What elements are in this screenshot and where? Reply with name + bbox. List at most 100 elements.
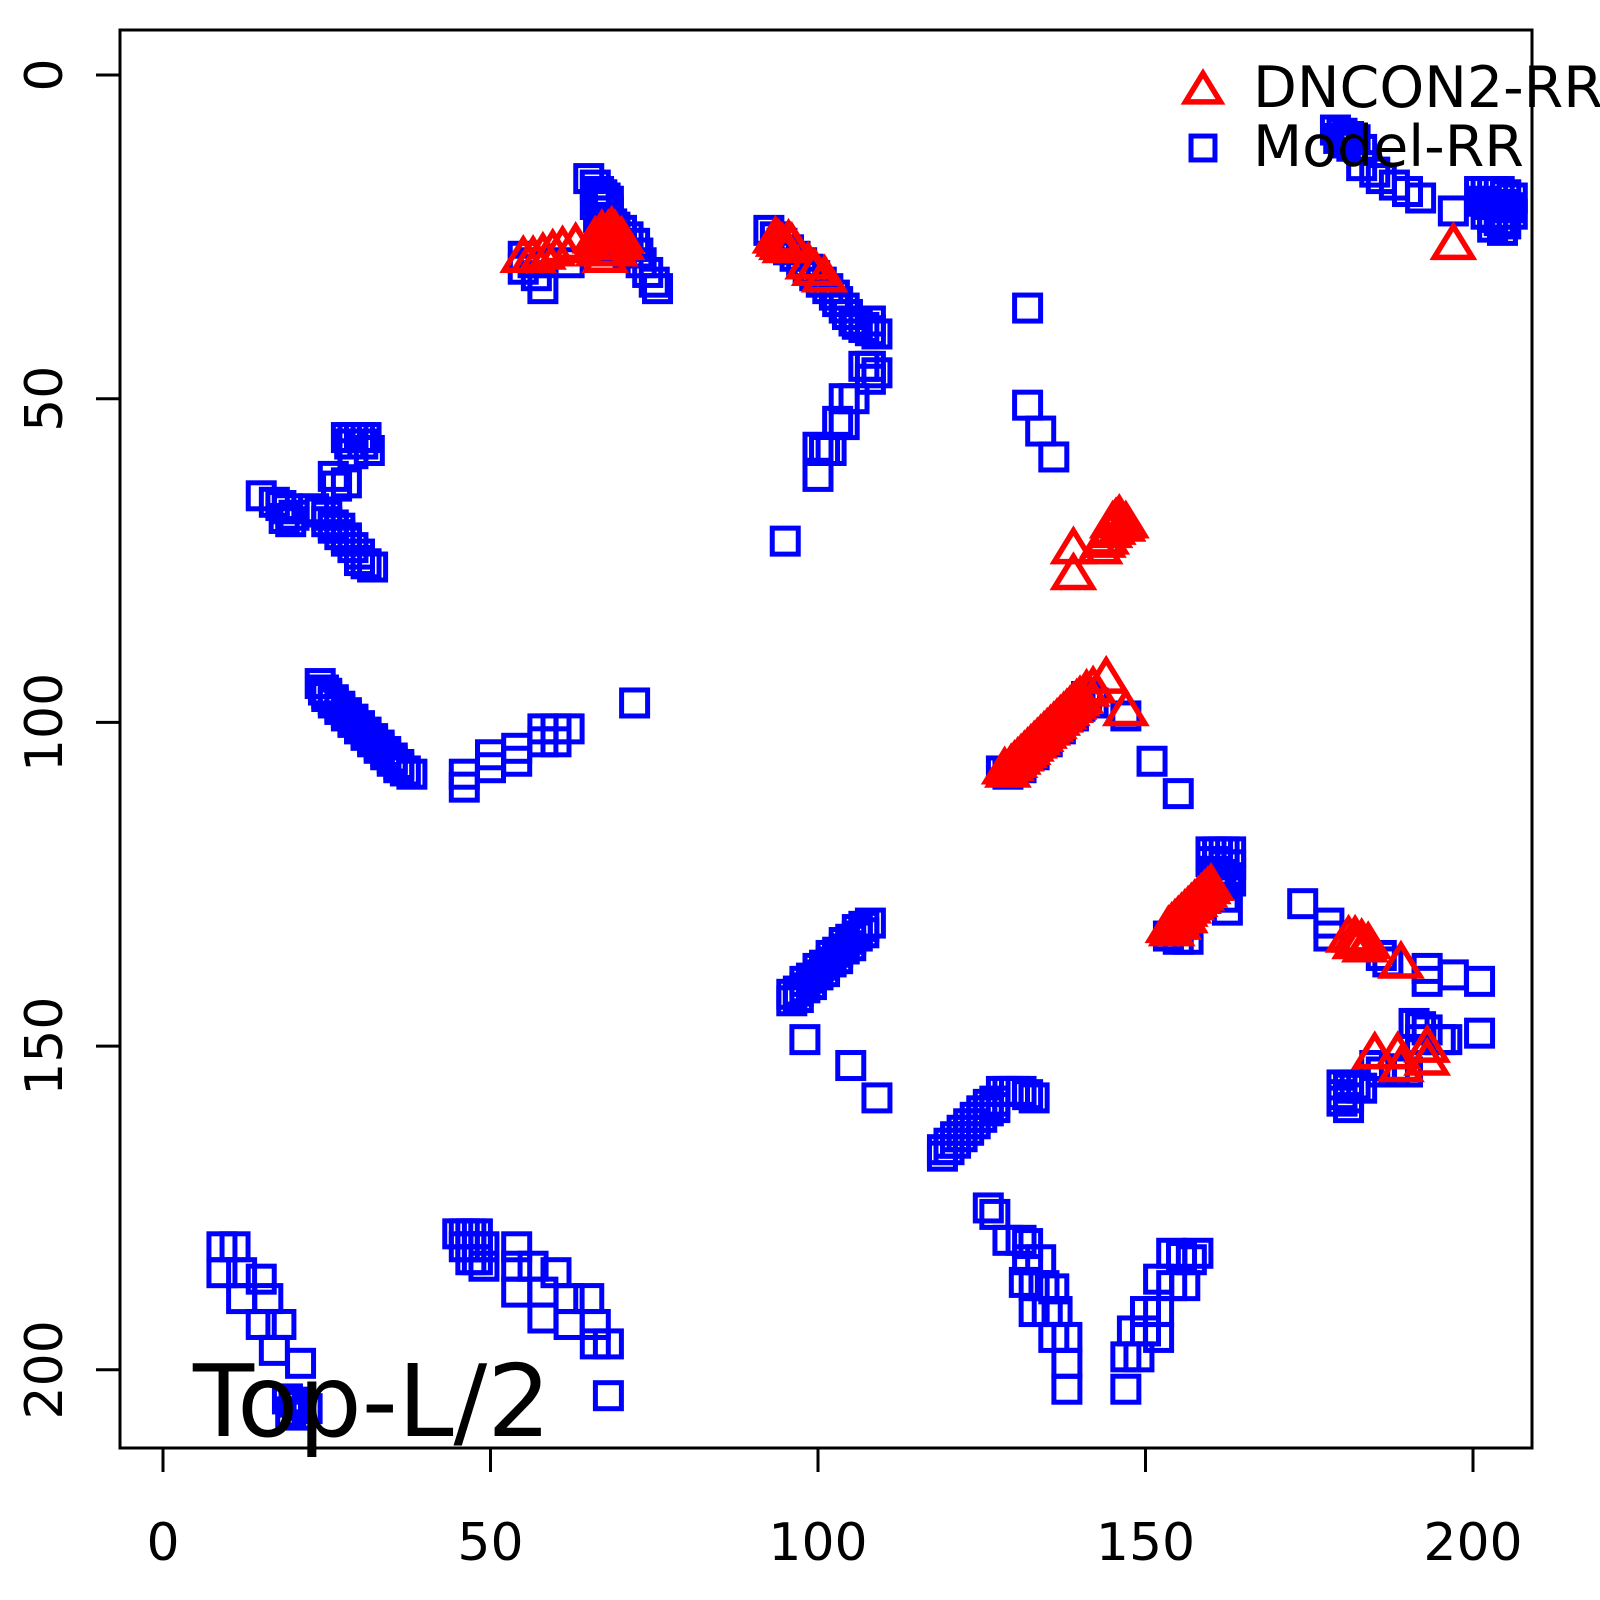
model-rr-point — [1012, 292, 1044, 324]
model-rr-point — [468, 1250, 500, 1282]
model-rr-point — [330, 467, 362, 499]
model-rr-point — [1464, 965, 1496, 997]
model-rr-point — [501, 1276, 533, 1308]
plot-annotation: Top-L/2 — [192, 1343, 551, 1460]
dncon2-rr-point — [1069, 664, 1118, 704]
dncon2-rr-point — [1429, 221, 1478, 261]
model-rr-point — [854, 907, 886, 939]
dncon2-rr-point — [1377, 939, 1425, 979]
model-rr-point — [848, 917, 880, 949]
model-rr-point — [1025, 415, 1057, 447]
dncon2-rr-point — [790, 246, 839, 286]
model-rr-point — [1166, 1241, 1198, 1273]
model-rr-point — [1287, 888, 1319, 920]
model-rr-point — [1329, 127, 1361, 159]
model-rr-point — [854, 305, 886, 337]
x-axis-tick-label: 0 — [146, 1513, 179, 1573]
dncon2-rr-point — [767, 221, 816, 261]
model-rr-point — [1326, 1085, 1358, 1117]
model-rr-point — [321, 470, 353, 502]
triangle-icon — [1180, 68, 1226, 105]
model-rr-point — [1182, 1237, 1214, 1269]
model-rr-point — [347, 428, 379, 460]
dncon2-rr-point — [1049, 551, 1098, 591]
model-rr-point — [285, 1399, 317, 1431]
legend-keys-layer — [1180, 68, 1226, 163]
model-rr-point — [1483, 205, 1515, 237]
model-rr-point — [1333, 1092, 1365, 1124]
model-rr-point — [501, 745, 533, 777]
model-rr-point — [252, 1283, 284, 1315]
model-rr-point — [268, 502, 300, 534]
model-rr-point — [527, 273, 559, 305]
model-rr-point — [285, 1347, 317, 1379]
model-rr-point — [461, 1244, 493, 1276]
model-rr-point — [553, 1308, 585, 1340]
dncon2-rr-point — [1377, 1043, 1425, 1083]
dncon2-rr-point — [1350, 1030, 1399, 1070]
model-rr-point — [1323, 122, 1355, 154]
model-rr-point — [448, 771, 480, 803]
dncon2-rr-point — [538, 224, 587, 264]
model-rr-point — [1477, 211, 1509, 243]
model-rr-point — [350, 548, 382, 580]
model-rr-point — [979, 1198, 1011, 1230]
model-rr-point — [1464, 1017, 1496, 1049]
model-rr-point — [619, 687, 651, 719]
model-rr-point — [1012, 389, 1044, 421]
model-rr-point — [1038, 1273, 1070, 1305]
model-rr-point — [972, 1192, 1004, 1224]
plot-border — [118, 28, 1534, 1450]
model-rr-point — [854, 363, 886, 395]
y-axis-tick-label: 200 — [15, 1320, 75, 1419]
x-axis-tick-label: 150 — [1096, 1513, 1195, 1573]
model-rr-point — [789, 1024, 821, 1056]
dncon2-rr-point — [1373, 1030, 1422, 1070]
model-rr-point — [592, 1380, 624, 1412]
model-rr-point — [769, 525, 801, 557]
model-rr-point — [1405, 182, 1437, 214]
y-axis-tick-label: 150 — [15, 996, 75, 1095]
dncon2-rr-point — [800, 253, 849, 293]
model-rr-point — [642, 273, 674, 305]
dncon2-rr-point — [1403, 1023, 1452, 1063]
model-rr-point — [1110, 1373, 1142, 1405]
dncon2-rr-point — [1082, 654, 1131, 694]
model-rr-point — [1486, 214, 1518, 246]
model-rr-point — [592, 1328, 624, 1360]
model-rr-point — [1012, 1079, 1044, 1111]
dncon2-rr-point — [1101, 687, 1150, 727]
model-rr-point — [1018, 1082, 1050, 1114]
model-rr-point — [1175, 1244, 1207, 1276]
model-rr-point — [527, 1302, 559, 1334]
model-rr-point — [802, 460, 834, 492]
x-axis-tick-label: 50 — [457, 1513, 523, 1573]
model-rr-point — [353, 434, 385, 466]
model-rr-point — [1162, 778, 1194, 810]
model-rr-point — [1437, 959, 1469, 991]
model-rr-point — [1008, 1266, 1040, 1298]
model-rr-point — [501, 1231, 533, 1263]
model-rr-point — [291, 1393, 323, 1425]
model-rr-point — [337, 438, 369, 470]
dncon2-rr-point — [1187, 861, 1235, 901]
model-rr-point — [1051, 1347, 1083, 1379]
points-layer — [206, 114, 1528, 1431]
model-rr-point — [501, 1250, 533, 1282]
dncon2-rr-point — [518, 230, 567, 270]
model-rr-point — [275, 1396, 307, 1428]
axes-layer: 0 50 100 150 200 0 50 100 150 200 — [15, 28, 1534, 1573]
model-rr-point — [632, 256, 664, 288]
dncon2-rr-point — [597, 221, 646, 261]
square-icon — [1188, 133, 1218, 163]
model-rr-point — [1437, 195, 1469, 227]
model-rr-point — [1005, 1224, 1037, 1256]
model-rr-point — [206, 1257, 238, 1289]
model-rr-point — [1038, 441, 1070, 473]
dncon2-rr-point — [509, 234, 557, 274]
model-rr-point — [638, 266, 670, 298]
model-rr-point — [861, 357, 893, 389]
legend-label-model-rr: Model-RR — [1253, 114, 1524, 180]
